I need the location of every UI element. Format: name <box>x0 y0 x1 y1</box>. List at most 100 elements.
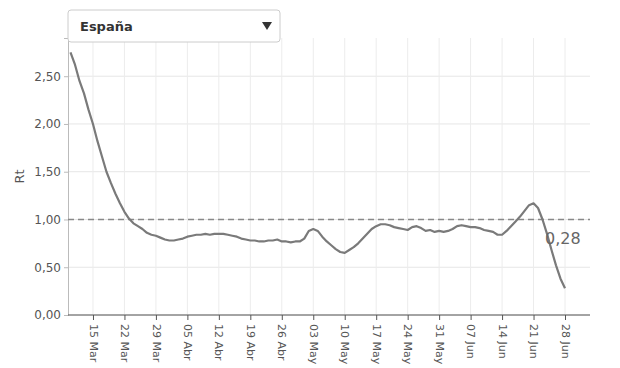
x-tick-mark <box>187 315 188 320</box>
grid-line <box>92 38 93 315</box>
x-tick: 10 May <box>338 315 351 365</box>
grid-line <box>533 38 534 315</box>
y-tick: 2,00 <box>34 117 68 131</box>
y-tick-mark <box>64 267 68 268</box>
x-tick-mark <box>93 315 94 320</box>
y-tick-mark <box>64 172 68 173</box>
x-tick-mark <box>313 315 314 320</box>
y-tick-mark <box>64 219 68 220</box>
x-tick-label: 17 May <box>370 324 383 365</box>
grid-line <box>344 38 345 315</box>
grid-line <box>376 38 377 315</box>
x-tick-mark <box>471 315 472 320</box>
y-tick-mark <box>64 315 68 316</box>
grid-line <box>68 315 590 316</box>
x-axis-line <box>68 315 590 316</box>
y-tick-label: 1,50 <box>34 165 61 179</box>
x-tick-label: 19 Abr <box>244 324 257 361</box>
x-tick: 28 Jun <box>559 315 572 359</box>
x-tick: 15 Mar <box>87 315 100 363</box>
x-tick: 14 Jun <box>496 315 509 359</box>
grid-line <box>313 38 314 315</box>
x-tick: 21 Jun <box>527 315 540 359</box>
y-tick-label: 2,00 <box>34 117 61 131</box>
chart: 0,00 0,50 1,00 1,50 2,00 2,50 15 Mar 22 Mar 29 M… <box>0 0 620 368</box>
grid <box>68 38 590 315</box>
region-select[interactable]: España <box>68 10 280 42</box>
x-tick-label: 10 May <box>338 324 351 365</box>
rt-line <box>71 52 566 288</box>
x-tick: 17 May <box>370 315 383 365</box>
x-tick-label: 21 Jun <box>527 324 540 359</box>
x-tick-mark <box>250 315 251 320</box>
grid-line <box>68 267 590 268</box>
y-tick-label: 0,50 <box>34 261 61 275</box>
y-axis-title: Rt <box>12 169 27 183</box>
y-tick-label: 0,00 <box>34 308 61 322</box>
annotation: 0,28 <box>545 229 581 248</box>
select-arrow[interactable] <box>262 22 272 30</box>
x-tick-label: 28 Jun <box>559 324 572 359</box>
x-tick-mark <box>376 315 377 320</box>
x-tick-mark <box>439 315 440 320</box>
x-tick-label: 29 Mar <box>150 324 163 363</box>
grid-line <box>439 38 440 315</box>
grid-line <box>281 38 282 315</box>
grid-line <box>470 38 471 315</box>
y-tick-label: 1,00 <box>34 213 61 227</box>
x-tick-label: 26 Abr <box>275 324 288 361</box>
grid-line <box>155 38 156 315</box>
plot-area <box>68 52 590 288</box>
grid-line <box>68 171 590 172</box>
grid-line <box>218 38 219 315</box>
x-tick-mark <box>345 315 346 320</box>
title[interactable]: España <box>80 19 133 34</box>
x-tick-mark <box>156 315 157 320</box>
x-tick: 12 Abr <box>213 315 226 361</box>
x-tick-label: 24 May <box>401 324 414 365</box>
grid-line <box>565 38 566 315</box>
x-tick-label: 07 Jun <box>464 324 477 359</box>
x-tick-mark <box>502 315 503 320</box>
x-tick-mark <box>534 315 535 320</box>
x-tick: 26 Abr <box>275 315 288 361</box>
grid-line <box>250 38 251 315</box>
x-tick-mark <box>124 315 125 320</box>
x-axis: 15 Mar 22 Mar 29 Mar 05 Abr 12 Abr 19 Abr 26 A… <box>68 315 590 365</box>
x-tick-mark <box>282 315 283 320</box>
select-box[interactable] <box>68 10 280 42</box>
grid-line <box>502 38 503 315</box>
x-tick-label: 14 Jun <box>496 324 509 359</box>
grid-line <box>68 219 590 220</box>
y-tick: 1,50 <box>34 165 68 179</box>
x-tick-label: 31 May <box>433 324 446 365</box>
y-axis-line <box>64 39 69 316</box>
grid-line <box>407 38 408 315</box>
x-tick: 05 Abr <box>181 315 194 361</box>
x-tick-mark <box>565 315 566 320</box>
y-tick-label: 2,50 <box>34 70 61 84</box>
x-tick: 19 Abr <box>244 315 257 361</box>
grid-line <box>187 38 188 315</box>
threshold-line <box>68 219 590 221</box>
grid-line <box>124 38 125 315</box>
x-tick-label: 03 May <box>307 324 320 365</box>
x-tick: 22 Mar <box>118 315 131 363</box>
x-tick-label: 22 Mar <box>118 324 131 363</box>
y-tick: 0,50 <box>34 261 68 275</box>
y-tick: 2,50 <box>34 70 68 84</box>
x-tick: 29 Mar <box>150 315 163 363</box>
x-tick: 03 May <box>307 315 320 365</box>
x-tick-mark <box>219 315 220 320</box>
x-tick-label: 05 Abr <box>181 324 194 361</box>
x-tick-label: 12 Abr <box>213 324 226 361</box>
y-tick-mark <box>64 124 68 125</box>
y-axis: 0,00 0,50 1,00 1,50 2,00 2,50 <box>34 39 68 323</box>
x-tick: 07 Jun <box>464 315 477 359</box>
grid-line <box>68 76 590 77</box>
x-tick-mark <box>408 315 409 320</box>
y-tick-mark <box>64 76 68 77</box>
x-tick-label: 15 Mar <box>87 324 100 363</box>
grid-line <box>68 123 590 124</box>
x-tick: 31 May <box>433 315 446 365</box>
